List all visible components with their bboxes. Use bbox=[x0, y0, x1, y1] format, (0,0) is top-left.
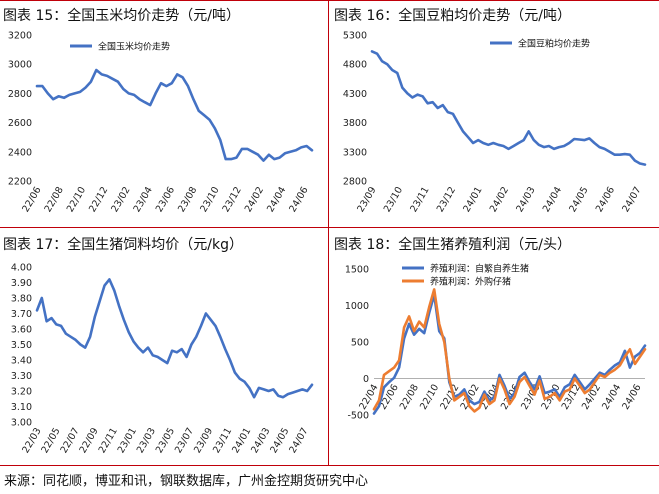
soymeal-ytick: 3800 bbox=[343, 118, 367, 129]
soymeal-legend-label: 全国豆粕均价走势 bbox=[518, 38, 590, 50]
hog_profit-xtick: 22/08 bbox=[398, 383, 421, 412]
hog_profit-xtick: 24/06 bbox=[620, 383, 643, 412]
hog_feed-ytick: 3.00 bbox=[11, 418, 32, 429]
soymeal-ytick: 4800 bbox=[343, 60, 367, 71]
corn-ytick: 2800 bbox=[8, 89, 32, 100]
hog_feed-ytick: 3.90 bbox=[11, 278, 32, 289]
hog_feed-ytick: 3.20 bbox=[11, 387, 32, 398]
hog_profit-xtick: 22/10 bbox=[418, 383, 441, 412]
hog_profit-ytick: -500 bbox=[347, 411, 369, 422]
corn-legend-label: 全国玉米均价走势 bbox=[98, 41, 170, 53]
hog_profit-series-line-1 bbox=[372, 288, 647, 413]
bottom-divider bbox=[0, 465, 659, 466]
hog_profit-ytick: 1000 bbox=[345, 301, 369, 312]
title-hog-profit: 图表 18：全国生猪养殖利润（元/头） bbox=[334, 237, 571, 253]
hog_profit-legend-label: 养殖利润：外购仔猪 bbox=[430, 276, 511, 288]
hog_feed-series-line-0 bbox=[35, 278, 314, 399]
hog_feed-ytick: 4.00 bbox=[11, 263, 32, 274]
hog_profit-xtick: 24/04 bbox=[600, 383, 623, 412]
hog_feed-ytick: 3.60 bbox=[11, 325, 32, 336]
soymeal-ytick: 5300 bbox=[343, 31, 367, 42]
soymeal-series-line-0 bbox=[370, 50, 647, 166]
soymeal-ytick: 3300 bbox=[343, 147, 367, 158]
corn-ytick: 3200 bbox=[8, 31, 32, 42]
vertical-divider bbox=[328, 0, 329, 465]
hog_profit-ytick: 500 bbox=[351, 338, 369, 349]
hog_profit-legend-label: 养殖利润：自繁自养生猪 bbox=[430, 263, 529, 275]
hog_feed-ytick: 3.70 bbox=[11, 309, 32, 320]
top-border bbox=[0, 0, 659, 1]
corn-ytick: 3000 bbox=[8, 60, 32, 71]
title-hog-feed: 图表 17：全国生猪饲料均价（元/kg） bbox=[3, 237, 243, 253]
hog_feed-ytick: 3.80 bbox=[11, 294, 32, 305]
hog_profit-ytick: 0 bbox=[363, 374, 369, 385]
title-corn: 图表 15：全国玉米均价走势（元/吨） bbox=[3, 8, 240, 24]
hog_profit-series-line-0 bbox=[372, 293, 647, 415]
soymeal-ytick: 2800 bbox=[343, 177, 367, 188]
corn-ytick: 2200 bbox=[8, 177, 32, 188]
source-note: 来源：同花顺，博亚和讯，钢联数据库，广州金控期货研究中心 bbox=[4, 474, 369, 489]
corn-series-line-0 bbox=[35, 68, 314, 162]
hog_feed-ytick: 3.50 bbox=[11, 340, 32, 351]
soymeal-ytick: 4300 bbox=[343, 89, 367, 100]
corn-ytick: 2600 bbox=[8, 118, 32, 129]
title-soymeal: 图表 16：全国豆粕均价走势（元/吨） bbox=[334, 8, 571, 24]
hog_feed-ytick: 3.40 bbox=[11, 356, 32, 367]
hog_feed-ytick: 3.30 bbox=[11, 371, 32, 382]
hog_feed-ytick: 3.10 bbox=[11, 402, 32, 413]
horizontal-divider bbox=[0, 227, 659, 228]
hog_profit-ytick: 1500 bbox=[345, 265, 369, 276]
corn-ytick: 2400 bbox=[8, 147, 32, 158]
